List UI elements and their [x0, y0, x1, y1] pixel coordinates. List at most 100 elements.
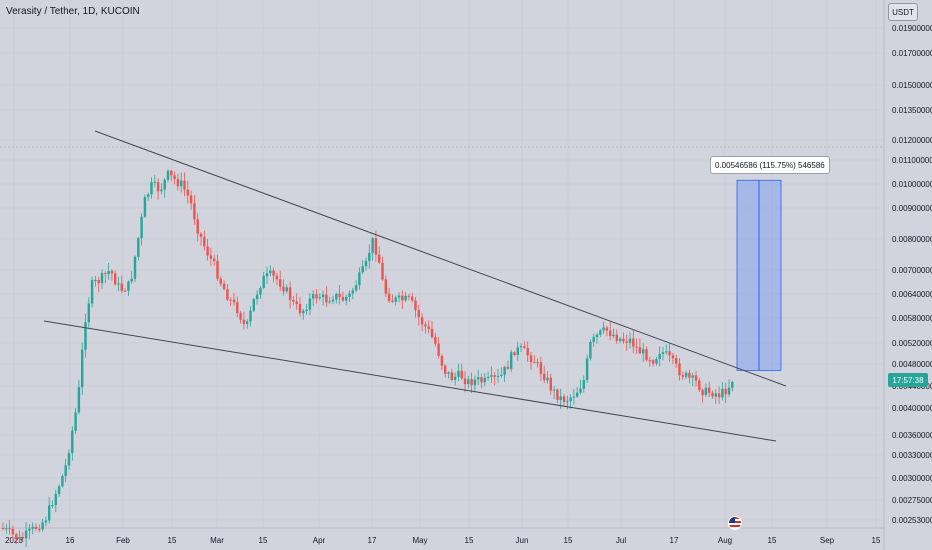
candle-body	[114, 273, 117, 285]
x-tick-label: 17	[368, 536, 377, 545]
candle-body	[714, 393, 717, 397]
candle-body	[503, 366, 506, 375]
x-tick-label: Feb	[116, 536, 130, 545]
candle-body	[117, 283, 120, 285]
candle-body	[562, 396, 566, 402]
candle-body	[536, 362, 539, 364]
currency-button[interactable]: USDT	[888, 3, 918, 21]
x-tick-label: 16	[66, 536, 75, 545]
candle-body	[48, 505, 51, 521]
candle-body	[444, 365, 447, 374]
candle-body	[229, 299, 232, 301]
candle-body	[552, 389, 556, 391]
candle-body	[453, 376, 457, 381]
x-tick-label: 15	[168, 536, 177, 545]
candle-body	[549, 377, 552, 391]
candle-body	[252, 299, 255, 311]
candle-body	[222, 283, 226, 290]
x-tick-label: Jun	[516, 536, 529, 545]
candle-body	[523, 346, 526, 348]
upper-trendline	[94, 130, 787, 387]
candle-body	[153, 181, 156, 183]
candle-body	[543, 373, 546, 381]
candle-body	[335, 293, 338, 300]
candle-body	[54, 494, 57, 506]
candle-body	[585, 358, 589, 381]
y-tick-label: 0.00900000	[892, 204, 932, 213]
candle-body	[173, 175, 176, 180]
candle-body	[546, 377, 549, 381]
candle-body	[625, 341, 628, 343]
candle-body	[84, 322, 87, 350]
candle-body	[381, 262, 384, 280]
candle-body	[427, 326, 430, 329]
candle-body	[401, 295, 404, 301]
candle-body	[467, 379, 470, 385]
candle-body	[120, 283, 123, 291]
candle-body	[440, 355, 444, 366]
candle-body	[282, 286, 285, 292]
candle-body	[635, 346, 638, 348]
candle-body	[434, 337, 437, 344]
candle-body	[265, 273, 269, 277]
us-flag-icon[interactable]	[728, 516, 742, 530]
candle-body	[308, 298, 312, 310]
x-tick-label: 15	[465, 536, 474, 545]
y-tick-label: 0.00640000	[892, 290, 932, 299]
x-tick-label: 15	[768, 536, 777, 545]
candle-body	[602, 327, 605, 331]
candle-body	[5, 528, 8, 530]
candle-body	[236, 302, 239, 314]
candle-body	[701, 389, 704, 395]
candle-body	[351, 290, 354, 294]
candle-body	[272, 270, 275, 276]
candle-body	[447, 372, 450, 374]
candle-body	[259, 288, 262, 295]
candle-body	[516, 347, 519, 355]
candle-body	[140, 216, 143, 239]
y-tick-label: 0.00800000	[892, 235, 932, 244]
candle-body	[354, 285, 358, 291]
x-tick-label: 15	[564, 536, 573, 545]
candle-body	[638, 347, 642, 354]
y-tick-label: 0.01500000	[892, 81, 932, 90]
y-tick-label: 0.01700000	[892, 49, 932, 58]
y-tick-label: 0.01350000	[892, 106, 932, 115]
candle-body	[71, 430, 74, 454]
candle-body	[582, 380, 585, 389]
candle-body	[698, 380, 701, 390]
candle-body	[345, 297, 348, 301]
symbol-legend[interactable]: Verasity / Tether, 1D, KUCOIN	[6, 6, 140, 17]
candle-body	[397, 295, 401, 298]
candle-body	[694, 375, 698, 381]
candle-body	[183, 180, 186, 190]
candle-body	[411, 296, 414, 301]
candle-body	[51, 505, 54, 507]
candle-body	[295, 301, 298, 304]
candle-body	[424, 324, 427, 327]
y-tick-label: 0.00700000	[892, 266, 932, 275]
candle-body	[473, 379, 477, 386]
candle-body	[556, 389, 559, 400]
candle-body	[41, 522, 44, 530]
y-tick-label: 0.00300000	[892, 474, 932, 483]
candle-body	[226, 289, 229, 300]
candle-body	[605, 327, 609, 331]
candle-body	[407, 295, 411, 297]
candle-body	[232, 299, 236, 303]
candle-body	[160, 189, 163, 192]
candle-body	[622, 338, 625, 342]
candle-body	[100, 273, 104, 284]
candle-body	[8, 528, 11, 530]
candle-body	[107, 270, 110, 275]
candle-body	[292, 299, 295, 302]
candle-body	[404, 295, 407, 301]
x-tick-label: Jul	[616, 536, 626, 545]
candle-body	[592, 337, 595, 342]
candle-body	[724, 388, 727, 395]
x-tick-label: 17	[670, 536, 679, 545]
candle-body	[15, 534, 18, 540]
candle-body	[219, 278, 222, 284]
y-tick-label: 0.00400000	[892, 404, 932, 413]
